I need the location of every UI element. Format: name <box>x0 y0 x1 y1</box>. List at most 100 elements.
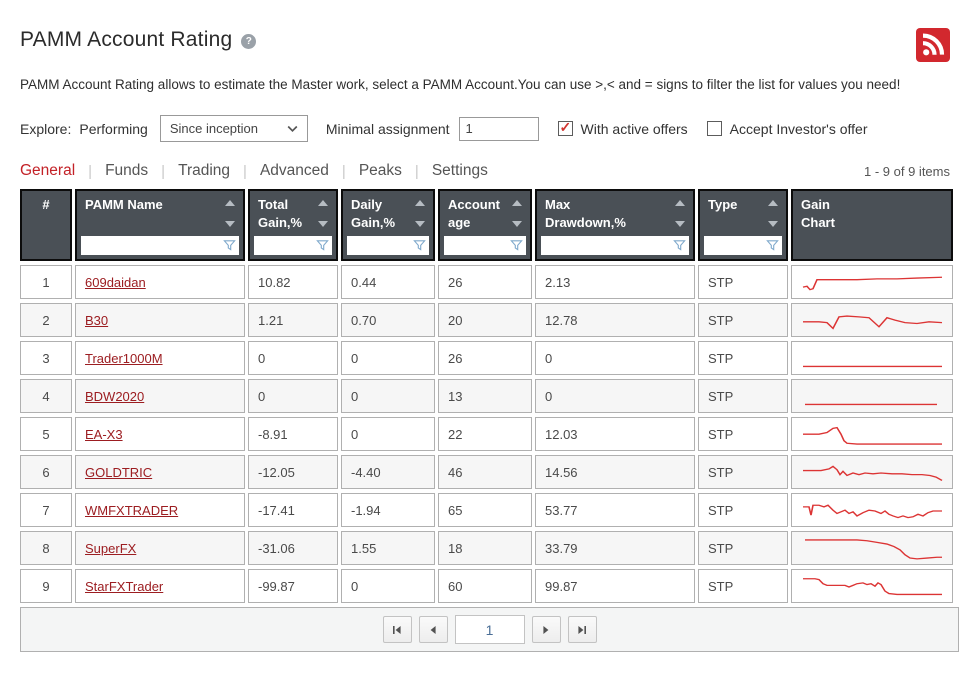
account-age-cell: 20 <box>438 303 532 337</box>
filter-funnel-icon[interactable] <box>510 239 523 252</box>
sort-desc-icon[interactable] <box>318 221 328 227</box>
page-number-input[interactable]: 1 <box>454 615 525 644</box>
tabs-row: General | Funds | Trading | Advanced | Peaks | Set… <box>20 162 950 180</box>
sort-asc-icon[interactable] <box>415 200 425 206</box>
next-page-icon <box>543 625 549 634</box>
pamm-name-link[interactable]: B30 <box>85 312 109 328</box>
accept-investors-offer-checkbox[interactable] <box>706 121 722 136</box>
pamm-name-cell: EA-X3 <box>75 417 245 451</box>
first-page-icon <box>393 625 401 634</box>
sort-arrows <box>675 200 685 227</box>
pamm-name-link[interactable]: BDW2020 <box>85 388 145 404</box>
row-number-cell: 1 <box>20 265 72 299</box>
filter-input-type[interactable] <box>704 236 782 255</box>
tab-advanced[interactable]: Advanced <box>259 162 329 179</box>
pamm-name-link[interactable]: Trader1000M <box>85 350 163 366</box>
filter-input-account-age[interactable] <box>444 236 526 255</box>
with-active-offers-group[interactable]: With active offers <box>557 119 688 137</box>
column-header-total-gain[interactable]: Total Gain,% <box>248 189 338 261</box>
next-page-button[interactable] <box>531 616 561 643</box>
filter-funnel-icon[interactable] <box>673 239 686 252</box>
minimal-assignment-input[interactable] <box>458 116 539 141</box>
column-filter <box>81 236 239 255</box>
pamm-name-link[interactable]: GOLDTRIC <box>85 464 153 480</box>
sort-asc-icon[interactable] <box>512 200 522 206</box>
column-filter <box>704 236 782 255</box>
column-header-type[interactable]: Type <box>698 189 788 261</box>
tab-separator: | <box>88 162 93 180</box>
gain-sparkline <box>803 315 943 330</box>
pamm-name-link[interactable]: StarFXTrader <box>85 578 164 594</box>
gain-chart-cell <box>791 303 953 337</box>
filter-funnel-icon[interactable] <box>223 239 236 252</box>
column-label-daily-gain: Daily Gain,% <box>351 197 396 231</box>
column-header-max-drawdown[interactable]: Max Drawdown,% <box>535 189 695 261</box>
tab-settings[interactable]: Settings <box>431 162 488 179</box>
filter-input-pamm-name[interactable] <box>81 236 239 255</box>
with-active-offers-checkbox[interactable] <box>557 119 573 136</box>
accept-investors-offer-group[interactable]: Accept Investor's offer <box>706 121 867 137</box>
pamm-name-cell: B30 <box>75 303 245 337</box>
account-age-cell: 22 <box>438 417 532 451</box>
filter-funnel-icon[interactable] <box>413 239 426 252</box>
column-filter <box>444 236 526 255</box>
tab-funds[interactable]: Funds <box>105 162 149 179</box>
max-drawdown-cell: 53.77 <box>535 493 695 527</box>
last-page-button[interactable] <box>567 616 597 643</box>
period-select[interactable]: Since inception <box>159 115 308 142</box>
sort-arrows <box>512 200 522 227</box>
previous-page-button[interactable] <box>418 616 448 643</box>
filter-input-daily-gain[interactable] <box>347 236 429 255</box>
filter-funnel-icon[interactable] <box>766 239 779 252</box>
daily-gain-cell: -1.94 <box>341 493 435 527</box>
column-label-total-gain: Total Gain,% <box>258 197 303 231</box>
sort-desc-icon[interactable] <box>512 221 522 227</box>
sort-desc-icon[interactable] <box>415 221 425 227</box>
total-gain-cell: 1.21 <box>248 303 338 337</box>
pamm-name-link[interactable]: 609daidan <box>85 274 146 290</box>
column-label-type: Type <box>708 197 738 212</box>
tab-separator: | <box>341 162 346 180</box>
column-header-account-age[interactable]: Account age <box>438 189 532 261</box>
row-number-cell: 2 <box>20 303 72 337</box>
max-drawdown-cell: 0 <box>535 379 695 413</box>
pamm-name-link[interactable]: SuperFX <box>85 540 137 556</box>
column-filter <box>347 236 429 255</box>
sort-asc-icon[interactable] <box>768 200 778 206</box>
tab-trading[interactable]: Trading <box>178 162 231 179</box>
account-age-cell: 13 <box>438 379 532 413</box>
pamm-name-link[interactable]: EA-X3 <box>85 426 123 442</box>
gain-sparkline <box>803 504 942 519</box>
column-header-pamm-name[interactable]: PAMM Name <box>75 189 245 261</box>
sort-asc-icon[interactable] <box>225 200 235 206</box>
filter-input-total-gain[interactable] <box>254 236 332 255</box>
filter-funnel-icon[interactable] <box>316 239 329 252</box>
sort-desc-icon[interactable] <box>675 221 685 227</box>
tab-general[interactable]: General <box>20 162 76 179</box>
account-age-cell: 18 <box>438 531 532 565</box>
help-icon[interactable]: ? <box>241 34 257 49</box>
sort-desc-icon[interactable] <box>768 221 778 227</box>
filter-input-max-drawdown[interactable] <box>541 236 689 255</box>
gain-sparkline <box>803 426 942 445</box>
sort-arrows <box>415 200 425 227</box>
column-header-daily-gain[interactable]: Daily Gain,% <box>341 189 435 261</box>
daily-gain-cell: 0.44 <box>341 265 435 299</box>
total-gain-cell: -99.87 <box>248 569 338 603</box>
gain-chart-cell <box>791 531 953 565</box>
pamm-name-link[interactable]: WMFXTRADER <box>85 502 179 518</box>
sort-asc-icon[interactable] <box>318 200 328 206</box>
sort-desc-icon[interactable] <box>225 221 235 227</box>
daily-gain-cell: 1.55 <box>341 531 435 565</box>
pamm-name-cell: SuperFX <box>75 531 245 565</box>
items-count: 1 - 9 of 9 items <box>864 164 950 179</box>
tab-peaks[interactable]: Peaks <box>358 162 402 179</box>
previous-page-icon <box>430 625 436 634</box>
gain-sparkline <box>803 465 943 481</box>
row-number-cell: 5 <box>20 417 72 451</box>
sort-asc-icon[interactable] <box>675 200 685 206</box>
rss-icon[interactable] <box>916 28 950 62</box>
filter-bar: Explore: Performing Since inception Mini… <box>20 115 950 142</box>
row-number-cell: 6 <box>20 455 72 489</box>
first-page-button[interactable] <box>382 616 412 643</box>
